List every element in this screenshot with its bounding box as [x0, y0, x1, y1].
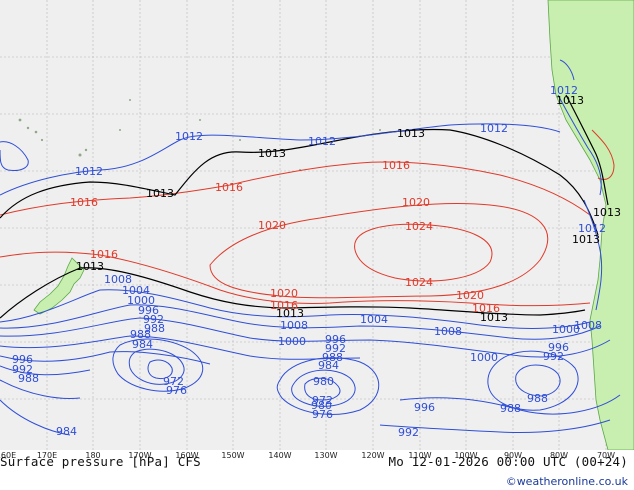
longitude-tick: 150W [221, 451, 245, 460]
isobar-label: 988 [322, 351, 343, 364]
isobar-label: 992 [143, 313, 164, 326]
isobar-label: 1020 [270, 287, 298, 300]
isobar-label: 988 [144, 322, 165, 335]
isobar-label: 1000 [278, 335, 306, 348]
longitude-tick: 160W [175, 451, 199, 460]
longitude-tick: 120W [361, 451, 385, 460]
isobar-labels: 1012 1012 1012 1012 1012 1012 1013 1013 … [12, 84, 621, 439]
longitude-tick: 90W [503, 451, 523, 460]
reference-isobars [0, 94, 609, 319]
isobar-label: 1013 [572, 233, 600, 246]
isobar-label: 992 [398, 426, 419, 439]
isobar-label: 1016 [70, 196, 98, 209]
pacific-islands [18, 99, 381, 171]
isobar-label: 976 [312, 408, 333, 421]
isobar-label: 976 [166, 384, 187, 397]
isobar-label: 988 [527, 392, 548, 405]
isobar-label: 988 [130, 328, 151, 341]
isobar-label: 1013 [593, 206, 621, 219]
site-credit[interactable]: ©weatheronline.co.uk [505, 475, 628, 488]
isobar-label: 1008 [434, 325, 462, 338]
isobar-label: 992 [543, 350, 564, 363]
isobar-label: 972 [312, 394, 333, 407]
isobar-label: 1024 [405, 276, 433, 289]
longitude-tick: 170E [36, 451, 58, 460]
isobar-label: 1012 [75, 165, 103, 178]
isobar-label: 1012 [480, 122, 508, 135]
isobar-label: 1004 [360, 313, 388, 326]
isobar-label: 1008 [574, 319, 602, 332]
longitude-tick: 140W [268, 451, 292, 460]
isobar-label: 1024 [405, 220, 433, 233]
isobar-label: 1008 [104, 273, 132, 286]
isobar-label: 996 [325, 333, 346, 346]
longitude-tick: 170W [128, 451, 152, 460]
isobar-label: 1016 [472, 302, 500, 315]
isobar-label: 1016 [270, 299, 298, 312]
isobar-label: 1020 [258, 219, 286, 232]
isobar-label: 992 [12, 363, 33, 376]
isobar-label: 1013 [480, 311, 508, 324]
grid-lines [0, 0, 634, 450]
isobar-label: 1013 [556, 94, 584, 107]
isobar-label: 1016 [382, 159, 410, 172]
longitude-tick: 130W [314, 451, 338, 460]
forecast-datetime: Mo 12-01-2026 00:00 UTC (00+24) [388, 454, 628, 469]
isobar-label: 1013 [397, 127, 425, 140]
isobar-label: 1000 [552, 323, 580, 336]
isobar-label: 996 [12, 353, 33, 366]
isobar-label: 984 [132, 338, 153, 351]
isobar-label: 1008 [280, 319, 308, 332]
isobar-label: 980 [313, 375, 334, 388]
isobar-label: 1016 [215, 181, 243, 194]
isobar-label: 1020 [456, 289, 484, 302]
isobar-label: 996 [414, 401, 435, 414]
isobar-label: 1012 [308, 135, 336, 148]
low-isobars [0, 59, 621, 436]
isobar-label: 1000 [127, 294, 155, 307]
isobar-label: 996 [548, 341, 569, 354]
longitude-tick: 160E [0, 451, 17, 460]
longitude-tick: 110W [408, 451, 432, 460]
longitude-tick: 180 [85, 451, 101, 460]
isobar-label: 988 [18, 372, 39, 385]
isobar-label: 984 [318, 359, 339, 372]
isobar-label: 984 [56, 425, 77, 438]
isobar-label: 1013 [258, 147, 286, 160]
longitude-tick: 70W [596, 451, 616, 460]
isobar-label: 996 [138, 304, 159, 317]
isobar-label: 1016 [90, 248, 118, 261]
isobar-label: 988 [500, 402, 521, 415]
isobar-label: 1012 [550, 84, 578, 97]
isobar-label: 972 [163, 375, 184, 388]
isobar-label: 980 [311, 399, 332, 412]
isobar-label: 1020 [402, 196, 430, 209]
longitude-tick: 100W [454, 451, 478, 460]
south-america [547, 0, 634, 450]
pressure-map: 1012 1012 1012 1012 1012 1012 1013 1013 … [0, 0, 634, 450]
isobar-label: 1000 [470, 351, 498, 364]
isobar-label: 1013 [146, 187, 174, 200]
isobar-label: 992 [325, 342, 346, 355]
high-isobars [0, 129, 615, 307]
longitude-tick: 80W [549, 451, 569, 460]
isobar-label: 1004 [122, 284, 150, 297]
isobar-label: 1013 [76, 260, 104, 273]
isobar-label: 1012 [175, 130, 203, 143]
map-title: Surface pressure [hPa] CFS [0, 454, 201, 469]
isobar-label: 1012 [578, 222, 606, 235]
isobar-label: 1013 [276, 307, 304, 320]
